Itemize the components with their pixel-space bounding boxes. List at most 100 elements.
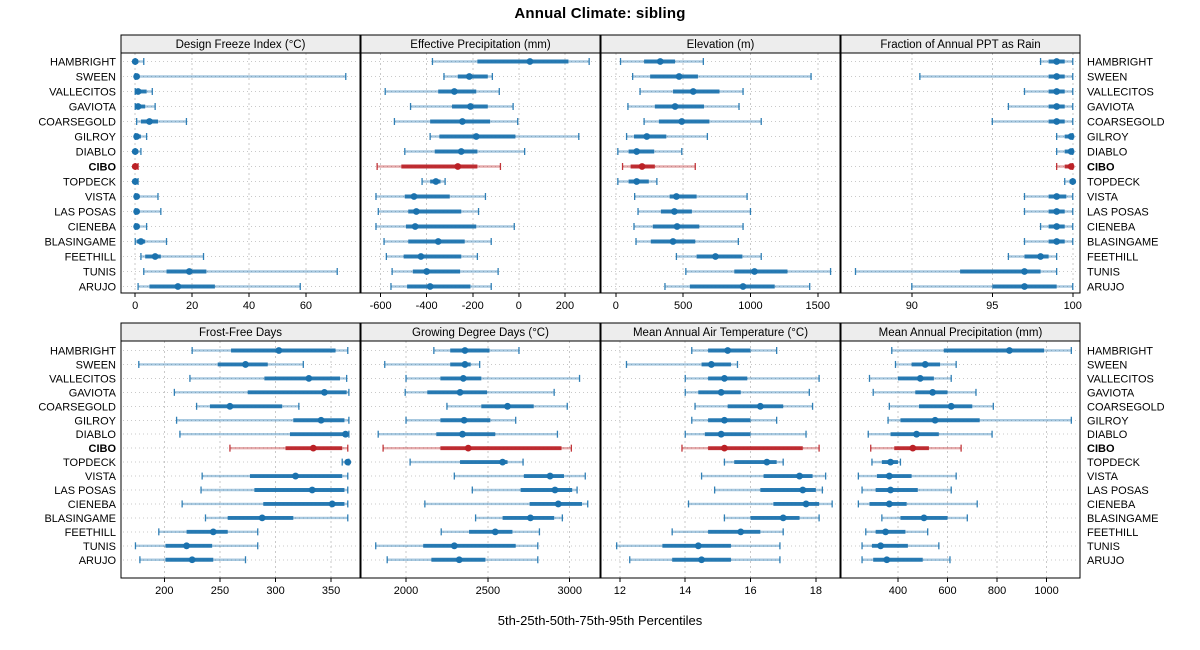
percentile-bar [175, 416, 350, 424]
site-label-right: GAVIOTA [1087, 102, 1135, 114]
median-dot [721, 444, 728, 452]
median-dot [183, 542, 190, 550]
median-dot [1006, 347, 1013, 354]
percentile-bar [691, 416, 778, 424]
panel-strip-title: Design Freeze Index (°C) [176, 39, 306, 51]
site-label-left: BLASINGAME [44, 513, 116, 525]
site-label-right: DIABLO [1087, 429, 1128, 441]
median-dot [131, 163, 139, 170]
percentile-bar [376, 163, 502, 170]
percentile-bar [158, 528, 259, 536]
site-label-left: VISTA [85, 471, 117, 483]
median-dot [656, 58, 664, 65]
percentile-bar [386, 556, 539, 564]
site-label-right: GILROY [1087, 132, 1129, 144]
percentile-bar [131, 148, 142, 155]
axis-tick-label: 300 [266, 585, 284, 597]
median-dot [328, 500, 336, 508]
percentile-bar [404, 388, 555, 396]
axis-tick-label: 95 [986, 300, 998, 312]
percentile-bar [1023, 208, 1074, 215]
median-dot [756, 402, 764, 410]
percentile-bar [377, 430, 559, 438]
site-label-left: GAVIOTA [69, 387, 117, 399]
percentile-bar [131, 178, 139, 185]
percentile-bar [191, 347, 349, 354]
percentile-bar [861, 542, 940, 550]
median-dot [133, 133, 141, 140]
axis-tick-label: 100 [1064, 300, 1082, 312]
median-dot [1067, 133, 1075, 140]
median-dot [146, 118, 153, 125]
percentile-bar [891, 347, 1072, 354]
panel-strip-title: Mean Annual Precipitation (mm) [879, 327, 1043, 339]
site-label-right: VISTA [1087, 192, 1119, 204]
median-dot [669, 238, 677, 245]
site-label-right: GILROY [1087, 415, 1129, 427]
median-dot [1021, 283, 1028, 290]
median-dot [673, 193, 680, 200]
median-dot [1053, 73, 1061, 80]
site-label-left: FEETHILL [65, 252, 116, 264]
percentile-bar [138, 360, 304, 368]
percentile-bar [854, 268, 1058, 275]
median-dot [174, 283, 182, 290]
percentile-bar [1056, 163, 1075, 170]
percentile-bar [861, 486, 952, 494]
median-dot [526, 58, 534, 65]
site-label-right: ARUJO [1087, 555, 1125, 567]
panel-design-freeze-index: Design Freeze Index (°C) 0 20 40 60 [120, 34, 361, 312]
site-label-left: TUNIS [83, 267, 116, 279]
site-label-left: GAVIOTA [69, 102, 117, 114]
median-dot [751, 268, 758, 275]
median-dot [472, 133, 480, 140]
axis-tick-label: 250 [211, 585, 229, 597]
percentile-bar [621, 163, 696, 170]
percentile-bar [390, 283, 492, 290]
median-dot [721, 375, 728, 382]
percentile-bar [1064, 178, 1077, 185]
site-label-right: ARUJO [1087, 282, 1125, 294]
site-label-left: LAS POSAS [54, 485, 116, 497]
percentile-bar [1007, 103, 1074, 110]
site-label-left: SWEEN [76, 359, 116, 371]
median-dot [643, 133, 651, 140]
site-label-left: ARUJO [79, 555, 117, 567]
median-dot [434, 238, 442, 245]
panel-strip-title: Frost-Free Days [199, 327, 282, 339]
axis-tick-label: 500 [674, 300, 692, 312]
site-label-left: HAMBRIGHT [50, 346, 116, 358]
percentile-bar [675, 253, 762, 260]
percentile-bar [133, 133, 148, 140]
percentile-bar [429, 133, 580, 140]
percentile-bar [134, 542, 259, 550]
median-dot [1067, 163, 1075, 170]
axis-tick-label: 20 [186, 300, 198, 312]
median-dot [459, 430, 466, 438]
median-dot [258, 514, 266, 522]
site-label-right: TOPDECK [1087, 457, 1141, 469]
percentile-bar [393, 118, 519, 125]
site-label-left: BLASINGAME [44, 237, 116, 249]
median-dot [423, 268, 431, 275]
site-label-right: BLASINGAME [1087, 237, 1159, 249]
percentile-bar [685, 268, 832, 275]
percentile-bar [1023, 88, 1074, 95]
percentile-bar [617, 148, 683, 155]
percentile-bar [619, 58, 704, 65]
median-dot [947, 402, 955, 410]
median-dot [929, 388, 937, 396]
percentile-bar [131, 58, 145, 65]
panel-strip-title: Fraction of Annual PPT as Rain [880, 39, 1040, 51]
median-dot [460, 416, 468, 424]
axis-caption: 5th-25th-50th-75th-95th Percentiles [497, 613, 703, 628]
percentile-bar [137, 283, 301, 290]
axis-tick-label: 0 [132, 300, 138, 312]
percentile-bar [1007, 253, 1058, 260]
site-label-right: HAMBRIGHT [1087, 346, 1153, 358]
percentile-bar [723, 514, 820, 522]
median-dot [712, 253, 719, 260]
median-dot [724, 347, 732, 354]
median-dot [321, 388, 328, 396]
site-label-left: CIENEBA [68, 499, 117, 511]
